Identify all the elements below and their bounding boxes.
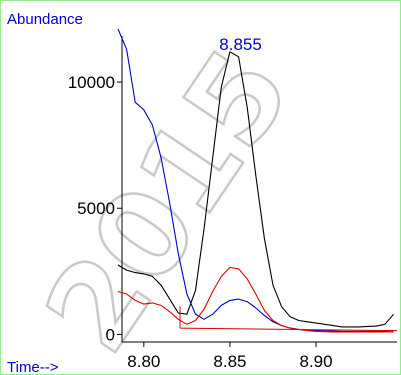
baseline-line <box>179 327 398 332</box>
y-tick-label: 0 <box>106 325 115 344</box>
x-tick-label: 8.85 <box>213 352 246 371</box>
watermark: 2015 <box>19 26 317 375</box>
integration-baseline <box>179 306 398 332</box>
series-layer <box>117 28 395 333</box>
y-axis-title: Abundance <box>7 11 83 28</box>
series-line-1 <box>117 51 395 328</box>
x-axis-title: Time--> <box>7 359 59 375</box>
series-line-3 <box>117 266 394 333</box>
y-tick-label: 5000 <box>77 199 115 218</box>
peak-label: 8.855 <box>219 35 262 54</box>
x-tick-label: 8.90 <box>300 352 333 371</box>
y-tick-label: 10000 <box>68 73 115 92</box>
y-ticks: 0 5000 10000 <box>68 73 122 344</box>
x-tick-label: 8.80 <box>127 352 160 371</box>
x-ticks: 8.80 8.85 8.90 <box>127 342 333 371</box>
